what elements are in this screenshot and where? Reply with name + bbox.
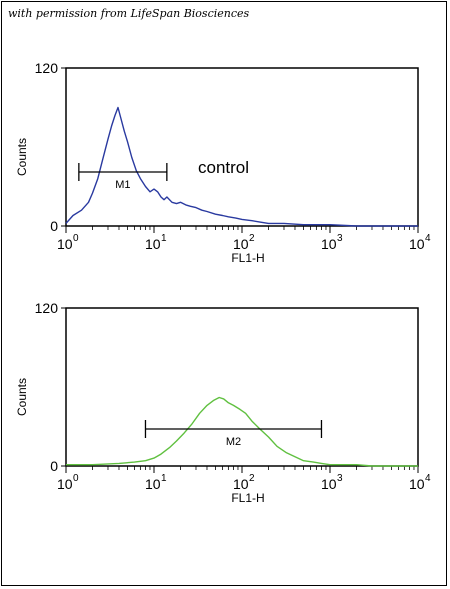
chart-1-histogram-series [65,106,418,227]
chart-2-x-tick-base: 10 [409,476,425,492]
chart-1-x-tick-base: 10 [321,236,337,252]
chart-2-x-tick-base: 10 [57,476,73,492]
chart-1-x-tick-exp: 4 [425,233,431,244]
chart-2-x-tick-base: 10 [233,476,249,492]
chart-2-histogram-series [66,396,418,467]
chart-1-y-tick-label: 0 [50,218,58,234]
chart-1-x-tick-exp: 1 [161,233,167,244]
chart-1-x-axis-label: FL1-H [231,251,264,265]
chart-2-x-tick-exp: 2 [249,473,255,484]
chart-2-x-tick-exp: 1 [161,473,167,484]
credit-text: with permission from LifeSpan Bioscience… [8,7,250,20]
chart-1-x-tick-base: 10 [233,236,249,252]
chart-2-y-tick-label: 120 [35,300,59,316]
chart-1-y-axis-label: Counts [15,138,29,176]
chart-1-marker-label: M1 [115,179,130,191]
chart-2-y-axis-label: Counts [15,378,29,416]
chart-1-x-tick-base: 10 [57,236,73,252]
chart-1-x-tick-exp: 0 [73,233,79,244]
chart-2-x-tick-base: 10 [145,476,161,492]
chart-1-x-tick-base: 10 [145,236,161,252]
chart-2-x-axis-label: FL1-H [231,491,264,505]
chart-2-x-tick-exp: 4 [425,473,431,484]
chart-1-x-tick-exp: 2 [249,233,255,244]
chart-2-x-tick-exp: 3 [337,473,343,484]
chart-1-annotation: control [198,158,249,177]
chart-2-y-tick-label: 0 [50,458,58,474]
chart-2-x-tick-exp: 0 [73,473,79,484]
chart-2-plot-frame [65,307,419,467]
chart-1-plot-frame [65,67,419,227]
chart-1-y-tick-label: 120 [35,60,59,76]
chart-1-x-tick-base: 10 [409,236,425,252]
chart-2-x-tick-base: 10 [321,476,337,492]
chart-1-x-tick-exp: 3 [337,233,343,244]
chart-2-marker-label: M2 [226,436,241,448]
